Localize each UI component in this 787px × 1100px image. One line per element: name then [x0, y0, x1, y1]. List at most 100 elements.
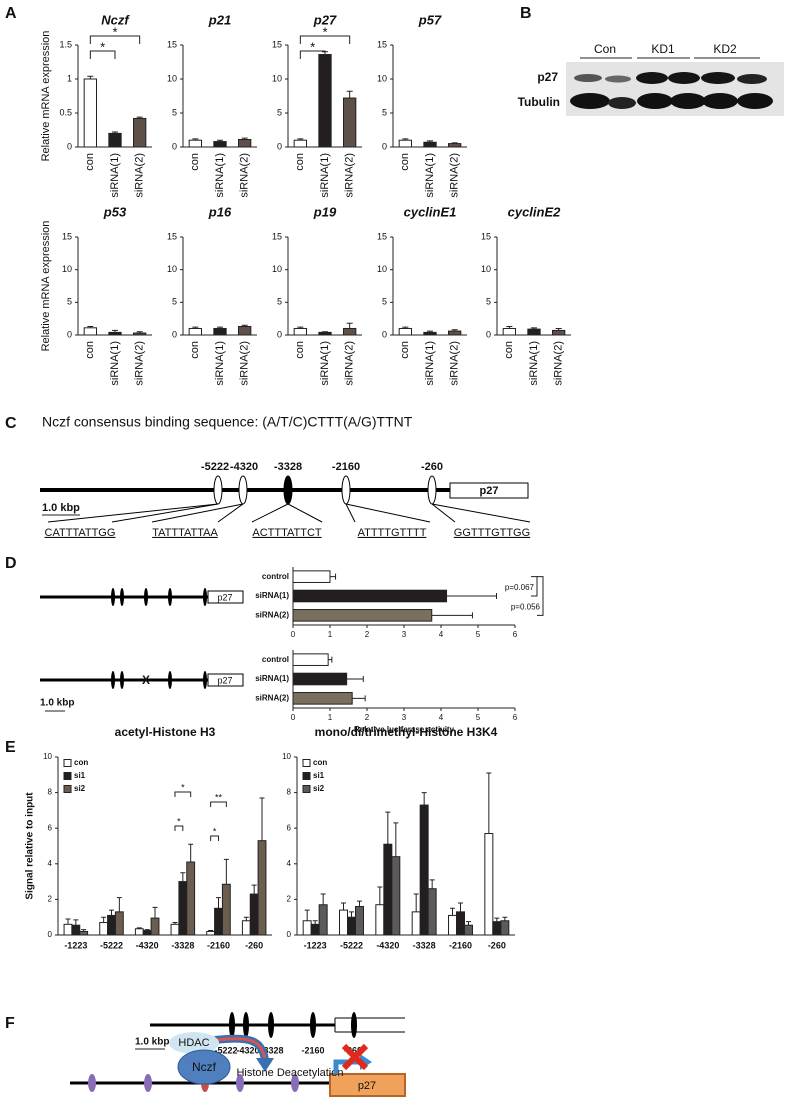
significance-label: * — [100, 39, 105, 54]
bar — [448, 143, 462, 148]
gene-box — [207, 590, 244, 604]
x-tick-label: -260 — [245, 940, 263, 950]
blot-band — [605, 75, 631, 83]
site-label: -4320 — [236, 1045, 259, 1055]
bar — [63, 923, 73, 936]
x-tick-label: con — [399, 153, 411, 171]
gene-box — [207, 673, 244, 687]
error-bar — [427, 140, 433, 143]
y-tick-label: 15 — [272, 39, 282, 49]
y-tick-label: control — [262, 655, 289, 664]
error-bar — [192, 138, 199, 141]
error-bar — [402, 138, 409, 141]
y-tick-label: 8 — [48, 788, 53, 797]
site-label: -3328 — [274, 461, 302, 473]
site-label: -2160 — [301, 1045, 324, 1055]
blot-row-label: p27 — [537, 70, 558, 84]
bar — [310, 923, 320, 936]
bar — [257, 840, 267, 936]
bar — [71, 924, 81, 936]
error-bar — [144, 929, 150, 931]
chart-title: p19 — [313, 204, 337, 219]
bar — [206, 930, 216, 936]
site-label: -5222 — [201, 461, 229, 473]
binding-site — [427, 475, 437, 505]
x-tick-label: 4 — [439, 713, 444, 722]
significance-bracket — [174, 825, 184, 831]
lane-label: KD2 — [713, 42, 737, 56]
y-tick-label: 2 — [48, 895, 53, 904]
blot-band — [574, 74, 602, 82]
x-tick-label: siRNA(1) — [319, 153, 331, 198]
x-tick-label: -5222 — [100, 940, 123, 950]
scale-label: 1.0 kbp — [40, 698, 74, 709]
significance-bracket — [210, 835, 219, 841]
significance-label: * — [177, 816, 181, 826]
error-bar — [431, 612, 473, 619]
error-bar — [180, 872, 186, 882]
x-tick-label: siRNA(1) — [528, 341, 540, 386]
panel-label: A — [5, 5, 17, 22]
bar — [107, 914, 116, 936]
significance-bracket — [299, 50, 326, 59]
gene-label: p27 — [358, 1080, 376, 1092]
x-tick-label: -2160 — [207, 940, 230, 950]
y-tick-label: 10 — [272, 264, 282, 274]
error-bar — [427, 330, 433, 333]
x-tick-label: con — [84, 153, 96, 171]
bar — [302, 920, 312, 936]
error-bar — [322, 331, 328, 333]
legend-swatch — [63, 785, 72, 793]
x-tick-label: siRNA(2) — [134, 341, 146, 386]
bar — [423, 141, 437, 148]
significance-label: * — [213, 826, 217, 836]
gene-box — [329, 1073, 406, 1097]
significance-bracket — [89, 35, 141, 44]
error-bar — [413, 893, 419, 912]
y-tick-label: 5 — [277, 107, 282, 117]
binding-site — [341, 475, 351, 505]
bar — [292, 609, 433, 622]
site — [291, 1074, 299, 1092]
y-axis-label: Relative mRNA expression — [40, 221, 52, 352]
chart-title: p21 — [208, 12, 231, 27]
sequence: CATTTATTGG — [45, 527, 116, 539]
x-tick-label: siRNA(2) — [239, 153, 251, 198]
x-tick-label: con — [294, 153, 306, 171]
legend-label: si1 — [74, 771, 86, 780]
site — [88, 1074, 96, 1092]
model: p27 HDAC Nczf Histone Deacetylation — [70, 1032, 406, 1097]
x-tick-label: siRNA(1) — [424, 341, 436, 386]
site — [144, 1074, 152, 1092]
site — [236, 1074, 244, 1092]
x-tick-label: 3 — [402, 630, 407, 639]
y-tick-label: 1 — [67, 73, 72, 83]
error-bar — [352, 695, 366, 702]
y-tick-label: siRNA(2) — [255, 693, 289, 702]
hdac-label: HDAC — [178, 1037, 209, 1049]
gene-box — [449, 482, 529, 499]
site-label: -3328 — [260, 1045, 283, 1055]
bar — [527, 328, 541, 336]
gene-label: p27 — [217, 592, 232, 602]
error-bar — [87, 326, 94, 328]
y-tick-label: 5 — [382, 107, 387, 117]
error-bar — [346, 676, 364, 682]
error-bar — [188, 843, 194, 863]
bar — [383, 843, 393, 936]
significance-bracket — [89, 50, 116, 59]
error-bar — [304, 909, 310, 921]
bar — [293, 139, 307, 148]
error-bar — [81, 929, 87, 932]
chart-title: mono/di/trimethyl-Histone H3K4 — [315, 725, 498, 739]
y-tick-label: 0 — [67, 141, 72, 151]
x-tick-label: siRNA(2) — [344, 341, 356, 386]
x-tick-label: siRNA(2) — [449, 153, 461, 198]
error-bar — [216, 897, 221, 909]
error-bar — [312, 920, 318, 925]
error-bar — [223, 858, 229, 885]
error-bar — [502, 916, 508, 921]
blot-band — [737, 93, 773, 109]
bar — [108, 132, 122, 148]
